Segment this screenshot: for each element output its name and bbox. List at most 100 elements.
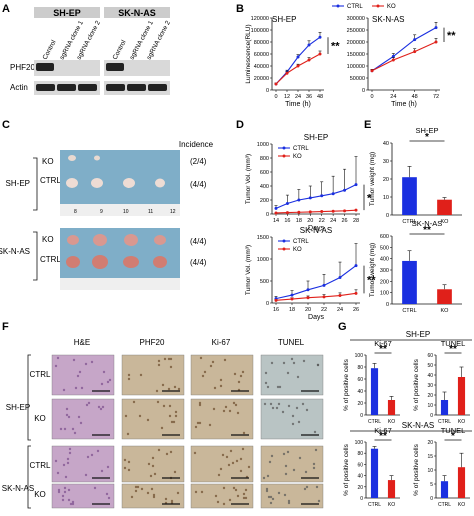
- data-point-ko: [343, 209, 347, 213]
- y-axis-label: % of positive cells: [413, 443, 420, 495]
- cell-nucleus: [241, 370, 245, 374]
- y-tick-label: 10: [427, 468, 433, 474]
- chart-title: SH-EP: [304, 133, 328, 142]
- cell-nucleus: [56, 471, 60, 475]
- data-point-ctrl: [290, 293, 294, 297]
- cell-nucleus: [99, 407, 103, 411]
- tumor-shep-ctrl-4: [155, 178, 165, 188]
- cell-nucleus: [90, 453, 94, 457]
- cell-nucleus: [213, 386, 217, 390]
- histology-panel: H&E PHF20 Ki-67 TUNEL SH-EP CTRL KO SK-N…: [2, 338, 324, 509]
- cell-nucleus: [312, 462, 316, 466]
- cell-nucleus: [231, 461, 235, 465]
- chart-d2: 0 500 1000 1500 Tumor Vol. (mm³) 16 18 20 22 24 26…: [245, 226, 376, 321]
- cell-nucleus: [232, 486, 236, 490]
- significance-marker: *: [367, 192, 372, 204]
- tumor-sknas-ko-1: [67, 235, 79, 245]
- cell-nucleus: [284, 472, 288, 476]
- data-point-ko: [296, 64, 300, 68]
- tumor-label-shep-ko: KO: [42, 157, 54, 166]
- y-tick-label: 60: [357, 462, 363, 468]
- tumor-label-sknas-ko: KO: [42, 235, 54, 244]
- category-label-ctrl: CTRL: [438, 502, 451, 508]
- cell-nucleus: [194, 425, 198, 429]
- cell-nucleus: [151, 456, 155, 460]
- y-tick-label: 1500: [257, 235, 269, 241]
- category-label-ko: KO: [458, 502, 465, 508]
- cell-nucleus: [176, 491, 180, 495]
- bar-ctrl: [440, 400, 449, 415]
- tumor-row-label-shep: SH-EP: [6, 179, 30, 188]
- cell-nucleus: [67, 498, 71, 502]
- protein-label-phf20: PHF20: [10, 63, 35, 72]
- histology-tile-r1-c1: [121, 398, 185, 440]
- tumor-sknas-ctrl-1: [66, 256, 80, 268]
- cell-nucleus: [198, 403, 202, 407]
- histology-tile-r0-c0: [51, 354, 115, 396]
- cell-nucleus: [150, 487, 154, 491]
- histology-tile-r0-c2: [190, 354, 254, 396]
- histology-tile-r2-c2: [190, 445, 254, 483]
- y-tick-label: 100000: [347, 64, 365, 70]
- data-point-ko: [413, 50, 417, 54]
- chart-title: SK-N-AS: [300, 226, 332, 235]
- ruler-shep: [60, 204, 180, 216]
- category-label-ko: KO: [458, 419, 465, 425]
- data-point-ko: [308, 210, 312, 214]
- cell-nucleus: [68, 451, 72, 455]
- bar-ctrl: [402, 177, 417, 215]
- cell-nucleus: [85, 403, 89, 407]
- y-tick-label: 40: [357, 474, 363, 480]
- blot-header-shep: [34, 7, 100, 18]
- cell-nucleus: [173, 470, 177, 474]
- y-tick-label: 200: [380, 279, 389, 285]
- cell-nucleus: [315, 485, 319, 489]
- lane-label-sknas-control: Control: [112, 39, 128, 61]
- cell-nucleus: [105, 492, 109, 496]
- cell-nucleus: [169, 365, 173, 369]
- chart-e2: 0 100 200 300 400 500 600 Tumor weight (mg) CTRL…: [369, 219, 462, 314]
- tumor-sknas-ctrl-2: [92, 255, 108, 269]
- cell-nucleus: [147, 462, 151, 466]
- y-tick-label: 200: [260, 198, 269, 204]
- cell-nucleus: [242, 496, 246, 500]
- y-tick-label: 250000: [347, 28, 365, 34]
- y-tick-label: 20: [427, 393, 433, 399]
- chart-d1: 0 200 400 600 800 1000 Tumor Vol. (mm³) 14 16 18 2…: [245, 133, 372, 232]
- histology-tile-r2-c3: [260, 445, 324, 483]
- data-point-ctrl: [322, 283, 326, 287]
- cell-nucleus: [163, 357, 167, 361]
- data-point-ctrl: [354, 264, 358, 268]
- cell-nucleus: [77, 415, 81, 419]
- cell-nucleus: [157, 363, 161, 367]
- cell-nucleus: [146, 491, 150, 495]
- y-tick-label: 120000: [251, 16, 269, 22]
- cell-nucleus: [228, 498, 232, 502]
- data-point-ko: [354, 208, 358, 212]
- cell-nucleus: [292, 361, 296, 365]
- chart-group-header: SK-N-AS: [402, 421, 434, 430]
- cell-nucleus: [297, 420, 301, 424]
- x-tick-label: 24: [295, 94, 301, 100]
- data-point-ko: [307, 58, 311, 62]
- cell-nucleus: [241, 447, 245, 451]
- cell-nucleus: [78, 370, 82, 374]
- cell-nucleus: [242, 431, 246, 435]
- cell-nucleus: [239, 457, 243, 461]
- cell-nucleus: [269, 501, 273, 505]
- panel-label-b: B: [236, 3, 244, 15]
- cell-nucleus: [62, 463, 66, 467]
- cell-nucleus: [290, 357, 294, 361]
- tumor-sknas-ko-2: [93, 234, 107, 246]
- blot-title-sknas: SK-N-AS: [118, 8, 156, 18]
- cell-nucleus: [296, 375, 300, 379]
- x-tick-label: 26: [353, 307, 359, 313]
- chart-group-header: SH-EP: [406, 330, 430, 339]
- cell-nucleus: [313, 430, 317, 434]
- cell-nucleus: [138, 414, 142, 418]
- histology-tile-r0-c3: [260, 354, 324, 396]
- y-tick-label: 600: [380, 234, 389, 240]
- cell-nucleus: [161, 383, 165, 387]
